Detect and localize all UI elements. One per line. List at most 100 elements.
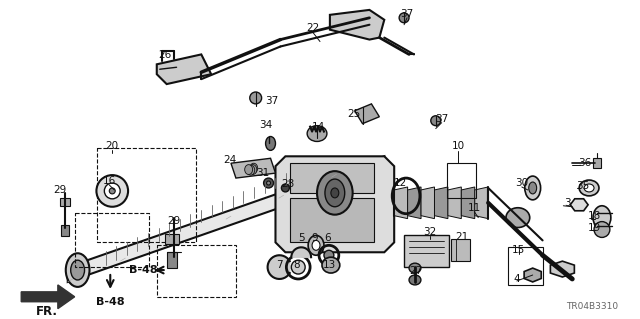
Ellipse shape: [70, 260, 84, 280]
Ellipse shape: [594, 222, 610, 237]
Polygon shape: [524, 268, 541, 282]
Ellipse shape: [331, 188, 339, 198]
Text: 13: 13: [323, 260, 337, 270]
Ellipse shape: [584, 184, 594, 192]
Text: 10: 10: [452, 141, 465, 152]
Text: 22: 22: [307, 23, 320, 33]
Text: 9: 9: [312, 234, 318, 243]
Ellipse shape: [247, 165, 255, 175]
Text: TR04B3310: TR04B3310: [566, 302, 618, 311]
Ellipse shape: [266, 137, 275, 150]
Text: 7: 7: [276, 260, 283, 270]
Bar: [157, 245, 236, 297]
Text: 4: 4: [513, 274, 520, 284]
Polygon shape: [570, 199, 588, 211]
Text: 20: 20: [106, 141, 119, 152]
Text: 8: 8: [293, 260, 300, 270]
Polygon shape: [291, 247, 311, 257]
Polygon shape: [21, 285, 75, 309]
Ellipse shape: [529, 182, 537, 194]
Ellipse shape: [264, 178, 273, 188]
Text: 28: 28: [282, 179, 295, 189]
Ellipse shape: [312, 241, 320, 250]
Text: 14: 14: [312, 122, 324, 132]
Ellipse shape: [104, 183, 120, 199]
Polygon shape: [394, 187, 408, 219]
Text: 25: 25: [347, 109, 360, 119]
Ellipse shape: [409, 263, 421, 273]
Bar: [166, 252, 177, 268]
Text: 24: 24: [223, 155, 237, 165]
Ellipse shape: [249, 165, 257, 174]
Bar: [447, 163, 476, 198]
Text: B-48: B-48: [129, 265, 157, 275]
Bar: [593, 158, 601, 168]
Text: 37: 37: [435, 114, 448, 124]
Ellipse shape: [250, 163, 258, 173]
Text: 37: 37: [401, 9, 413, 19]
Text: 29: 29: [167, 216, 180, 226]
Ellipse shape: [66, 253, 90, 287]
Text: 36: 36: [579, 158, 592, 168]
Polygon shape: [421, 187, 435, 219]
Ellipse shape: [282, 184, 289, 192]
Polygon shape: [435, 187, 448, 219]
Polygon shape: [408, 187, 421, 219]
Text: 35: 35: [577, 181, 590, 191]
Text: 15: 15: [512, 245, 525, 255]
Ellipse shape: [431, 116, 441, 126]
Polygon shape: [157, 55, 211, 84]
Polygon shape: [461, 187, 475, 219]
Text: 32: 32: [423, 227, 436, 237]
Text: 26: 26: [158, 50, 172, 60]
Bar: [75, 213, 149, 267]
Polygon shape: [231, 158, 275, 178]
Polygon shape: [550, 261, 574, 277]
Ellipse shape: [317, 171, 353, 215]
Text: B-48: B-48: [96, 297, 125, 307]
Text: 5: 5: [298, 234, 305, 243]
Bar: [291, 198, 374, 242]
Bar: [291, 163, 374, 193]
Polygon shape: [268, 255, 290, 279]
Bar: [61, 225, 68, 236]
Polygon shape: [275, 156, 394, 252]
Bar: [164, 234, 179, 244]
Text: 12: 12: [394, 178, 407, 188]
Polygon shape: [448, 187, 461, 219]
Ellipse shape: [322, 257, 340, 273]
Ellipse shape: [250, 92, 262, 104]
Polygon shape: [475, 187, 488, 219]
Text: 11: 11: [468, 203, 481, 213]
Ellipse shape: [525, 176, 541, 200]
Text: 30: 30: [515, 178, 529, 188]
Ellipse shape: [109, 188, 115, 194]
Bar: [60, 198, 70, 206]
Ellipse shape: [324, 250, 334, 260]
Ellipse shape: [291, 260, 305, 274]
Bar: [404, 235, 449, 267]
Text: 21: 21: [455, 233, 468, 242]
Ellipse shape: [399, 13, 409, 23]
Text: 37: 37: [265, 96, 278, 106]
Ellipse shape: [409, 275, 421, 285]
Polygon shape: [355, 104, 380, 124]
Ellipse shape: [267, 181, 271, 185]
Text: 6: 6: [324, 234, 332, 243]
Ellipse shape: [579, 180, 599, 196]
Ellipse shape: [506, 208, 530, 227]
Ellipse shape: [325, 179, 345, 207]
Text: 34: 34: [259, 120, 272, 130]
Bar: [451, 239, 470, 261]
Text: 16: 16: [102, 176, 116, 186]
Ellipse shape: [593, 206, 611, 229]
Ellipse shape: [307, 126, 327, 141]
Bar: [508, 247, 543, 285]
Text: 31: 31: [256, 168, 269, 178]
Text: 18: 18: [588, 211, 601, 221]
Text: 19: 19: [588, 223, 601, 233]
Text: FR.: FR.: [36, 305, 58, 318]
Ellipse shape: [97, 175, 128, 207]
Text: 29: 29: [53, 185, 67, 195]
Polygon shape: [330, 10, 384, 40]
